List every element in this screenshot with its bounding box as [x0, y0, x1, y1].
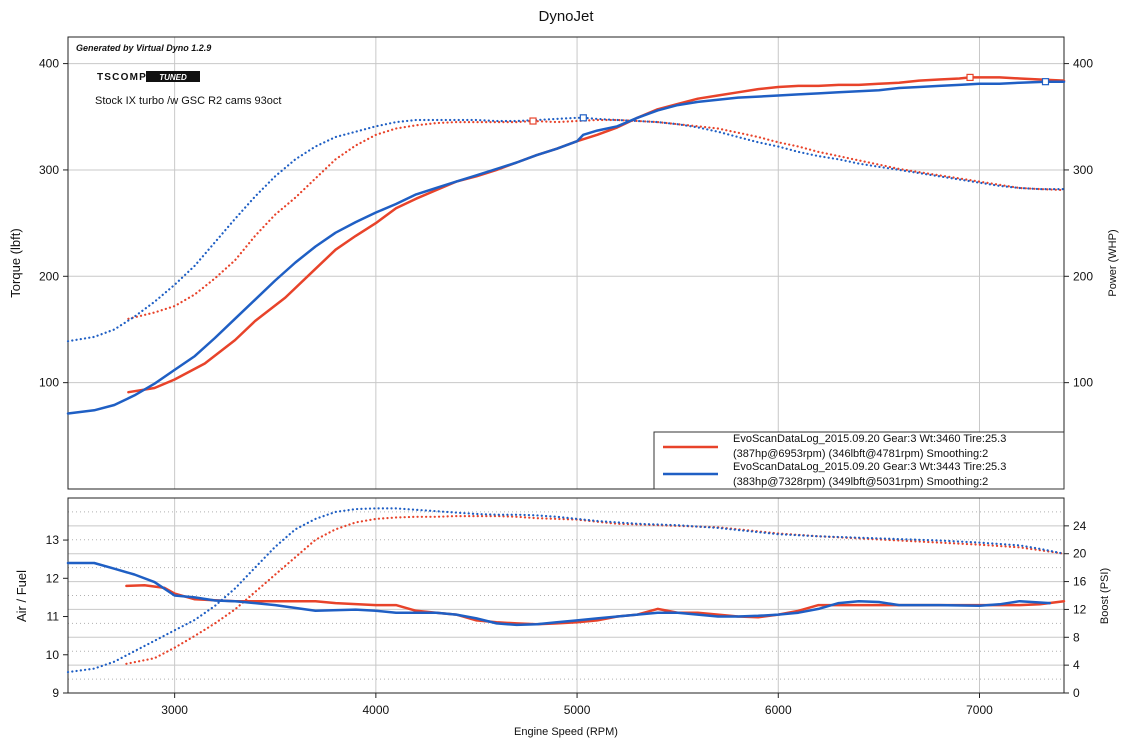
top-red-torque-dotted-line: [127, 118, 1066, 320]
torque-tick-300: 300: [39, 163, 59, 177]
afr-axis-label: Air / Fuel: [14, 570, 29, 622]
torque-power-series: [66, 76, 1066, 415]
torque-tick-100: 100: [39, 376, 59, 390]
torque-power-grid: [68, 37, 1064, 489]
bottom-red-boost-dotted-line: [125, 515, 1066, 665]
tscomp-logo-word: TSCOMP: [97, 72, 147, 83]
top-blue-torque-dotted-line: [66, 116, 1066, 343]
legend-entry-blue: EvoScanDataLog_2015.09.20 Gear:3 Wt:3443…: [663, 461, 1006, 488]
legend: EvoScanDataLog_2015.09.20 Gear:3 Wt:3460…: [653, 431, 1065, 490]
peak-marker-red-0: [966, 73, 974, 82]
afr-tick-11: 11: [47, 610, 60, 624]
tuned-badge-text: TUNED: [159, 73, 187, 82]
run-annotation: Stock IX turbo /w GSC R2 cams 93oct: [95, 95, 281, 107]
bottom-blue-airfuel-solid-line: [66, 561, 1052, 627]
legend-blue-line1: EvoScanDataLog_2015.09.20 Gear:3 Wt:3443…: [733, 461, 1006, 473]
power-axis-label: Power (WHP): [1107, 229, 1119, 296]
rpm-tick-6000: 6000: [765, 703, 792, 717]
power-tick-300: 300: [1073, 163, 1093, 177]
legend-red-line2: (387hp@6953rpm) (346lbft@4781rpm) Smooth…: [733, 448, 988, 460]
legend-entry-red: EvoScanDataLog_2015.09.20 Gear:3 Wt:3460…: [663, 433, 1006, 460]
tscomp-logo: TSCOMP TUNED: [97, 71, 200, 83]
power-tick-400: 400: [1073, 57, 1093, 71]
generated-by-label: Generated by Virtual Dyno 1.2.9: [76, 43, 211, 53]
rpm-ticks: 3000 4000 5000 6000 7000: [161, 693, 993, 717]
peak-marker-blue-2: [1041, 78, 1050, 86]
bottom-red-airfuel-solid-line: [125, 583, 1066, 626]
afr-tick-13: 13: [46, 533, 60, 547]
boost-tick-16: 16: [1073, 575, 1087, 589]
afr-tick-9: 9: [52, 686, 59, 700]
legend-red-line1: EvoScanDataLog_2015.09.20 Gear:3 Wt:3460…: [733, 433, 1006, 445]
peak-markers: [529, 73, 1050, 125]
power-tick-200: 200: [1073, 269, 1093, 283]
rpm-tick-4000: 4000: [363, 703, 390, 717]
rpm-tick-3000: 3000: [161, 703, 188, 717]
legend-blue-line2: (383hp@7328rpm) (349lbft@5031rpm) Smooth…: [733, 476, 988, 488]
boost-tick-24: 24: [1073, 519, 1087, 533]
boost-tick-12: 12: [1073, 602, 1087, 616]
chart-title: DynoJet: [538, 8, 594, 25]
legend-box: [653, 431, 1065, 490]
afr-boost-series: [66, 507, 1066, 674]
torque-tick-400: 400: [39, 57, 59, 71]
torque-axis-label: Torque (lbft): [8, 228, 23, 297]
afr-tick-10: 10: [46, 648, 60, 662]
torque-power-panel: [67, 36, 1065, 490]
top-blue-power-solid-line: [66, 80, 1066, 415]
boost-tick-8: 8: [1073, 630, 1080, 644]
boost-tick-4: 4: [1073, 658, 1080, 672]
rpm-axis-label: Engine Speed (RPM): [514, 726, 618, 738]
boost-tick-0: 0: [1073, 686, 1080, 700]
boost-tick-20: 20: [1073, 547, 1087, 561]
afr-boost-grid: [68, 498, 1064, 693]
afr-boost-ticks: 9 10 11 12 13 0 4 8 12 16 20 24: [46, 519, 1087, 700]
rpm-tick-7000: 7000: [966, 703, 993, 717]
rpm-tick-5000: 5000: [564, 703, 591, 717]
top-red-power-solid-line: [127, 76, 1066, 394]
peak-marker-blue-3: [579, 114, 587, 122]
tuned-badge: [146, 71, 200, 82]
torque-tick-200: 200: [39, 269, 59, 283]
afr-boost-panel: [67, 497, 1065, 694]
boost-axis-label: Boost (PSI): [1099, 568, 1111, 624]
bottom-blue-boost-dotted-line: [66, 507, 1066, 674]
peak-marker-red-1: [529, 117, 537, 125]
afr-tick-12: 12: [46, 571, 60, 585]
torque-power-ticks: 100 100 200 200 300 300 400 400: [39, 57, 1093, 390]
power-tick-100: 100: [1073, 376, 1093, 390]
